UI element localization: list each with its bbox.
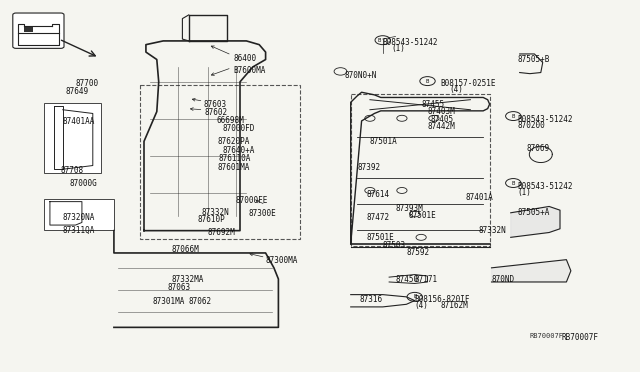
Text: 87300MA: 87300MA <box>266 256 298 265</box>
Polygon shape <box>511 206 560 237</box>
Text: 87603: 87603 <box>204 100 227 109</box>
Text: 87063: 87063 <box>168 283 191 292</box>
FancyBboxPatch shape <box>13 13 64 48</box>
Text: 87442M: 87442M <box>428 122 455 131</box>
Text: B08157-0251E: B08157-0251E <box>440 79 496 88</box>
Text: 87332N: 87332N <box>202 208 229 217</box>
Text: (1): (1) <box>392 44 406 53</box>
Text: B08543-51242: B08543-51242 <box>383 38 438 47</box>
Text: 87472: 87472 <box>366 213 389 222</box>
Polygon shape <box>492 260 571 282</box>
Text: RB70007F: RB70007F <box>529 333 563 339</box>
Text: 87708: 87708 <box>61 166 84 174</box>
Text: 87620PA: 87620PA <box>218 137 250 146</box>
Text: 870200: 870200 <box>517 121 545 130</box>
Text: 87069: 87069 <box>526 144 549 153</box>
Text: B08543-51242: B08543-51242 <box>517 182 573 190</box>
Text: 87405: 87405 <box>430 115 453 124</box>
Text: B7600MA: B7600MA <box>234 66 266 75</box>
Text: B08543-51242: B08543-51242 <box>517 115 573 124</box>
Text: 87501E: 87501E <box>366 232 394 241</box>
Text: 87601MA: 87601MA <box>218 163 250 172</box>
Text: 87450: 87450 <box>396 275 419 283</box>
Text: 87649: 87649 <box>65 87 88 96</box>
Text: 87320NA: 87320NA <box>63 213 95 222</box>
Text: B: B <box>426 78 429 84</box>
Text: 87610P: 87610P <box>197 215 225 224</box>
Text: 87311QA: 87311QA <box>63 226 95 235</box>
Text: 876110A: 876110A <box>219 154 252 163</box>
Bar <box>351 94 490 246</box>
Text: 87000FE: 87000FE <box>236 196 268 205</box>
Text: B: B <box>413 294 417 299</box>
Text: B: B <box>511 180 515 186</box>
Text: 87301MA: 87301MA <box>152 297 185 306</box>
Text: 87171: 87171 <box>415 275 438 283</box>
Text: 87503: 87503 <box>383 241 406 250</box>
Text: (4): (4) <box>415 301 429 310</box>
Text: 87592: 87592 <box>406 248 429 257</box>
Text: 87162M: 87162M <box>440 301 468 310</box>
Text: B08156-820IF: B08156-820IF <box>415 295 470 304</box>
Text: 87000G: 87000G <box>69 179 97 188</box>
Text: 87401AA: 87401AA <box>63 117 95 126</box>
Text: 87393M: 87393M <box>396 204 423 213</box>
Text: 87000FD: 87000FD <box>223 124 255 132</box>
Text: 87602: 87602 <box>205 108 228 117</box>
Text: 870N0+N: 870N0+N <box>344 71 377 80</box>
Text: 87392: 87392 <box>357 163 380 172</box>
Text: 87300E: 87300E <box>248 209 276 218</box>
Text: 87455: 87455 <box>421 100 444 109</box>
Text: RB70007F: RB70007F <box>562 333 599 342</box>
Bar <box>44 199 114 230</box>
Text: 87062: 87062 <box>189 297 212 306</box>
Text: 87316: 87316 <box>360 295 383 304</box>
Text: 87401A: 87401A <box>466 193 493 202</box>
Text: 87505+B: 87505+B <box>517 55 550 64</box>
Text: 66698M: 66698M <box>216 116 244 125</box>
Text: 87614: 87614 <box>366 190 389 199</box>
Text: B: B <box>377 38 381 43</box>
Text: 87640+A: 87640+A <box>223 146 255 155</box>
Text: 87700: 87700 <box>76 79 99 88</box>
Text: (4): (4) <box>449 85 463 94</box>
Bar <box>140 85 300 239</box>
Text: 87505+A: 87505+A <box>517 208 550 217</box>
Text: 87332N: 87332N <box>479 226 506 235</box>
Text: B: B <box>511 113 515 119</box>
Text: 870ND: 870ND <box>492 275 515 283</box>
Text: 87692M: 87692M <box>208 228 236 237</box>
Text: 86400: 86400 <box>234 54 257 63</box>
Bar <box>24 27 33 32</box>
Text: 87332MA: 87332MA <box>172 275 204 283</box>
Text: 87501E: 87501E <box>408 211 436 220</box>
Text: 87066M: 87066M <box>172 245 199 254</box>
Text: 87403M: 87403M <box>428 107 455 116</box>
Bar <box>44 103 101 173</box>
Text: (1): (1) <box>517 188 531 197</box>
Text: 87501A: 87501A <box>370 137 397 146</box>
